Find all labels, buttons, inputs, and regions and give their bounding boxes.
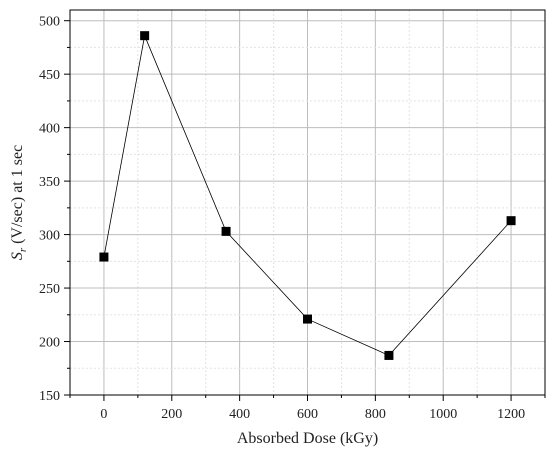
series-line: [103, 34, 512, 356]
x-tick-label: 1200: [497, 407, 525, 422]
x-tick-label: 200: [161, 407, 182, 422]
data-point-marker: [99, 252, 109, 262]
y-tick-label: 400: [39, 122, 60, 137]
data-point-marker: [140, 31, 150, 41]
x-tick-label: 600: [297, 407, 318, 422]
data-point-marker: [384, 350, 394, 360]
data-point-marker: [221, 226, 231, 236]
tick-labels: 0 200 400 600 800 1000 1200 150 200 250 300 350 400 4…: [39, 15, 525, 422]
data-point-marker: [303, 314, 312, 324]
y-tick-label: 500: [39, 15, 60, 30]
y-tick-label: 350: [39, 175, 60, 190]
series-layer: [99, 31, 516, 360]
y-tick-label: 150: [39, 389, 60, 404]
y-tick-label: 250: [39, 282, 60, 297]
x-tick-label: 800: [365, 407, 386, 422]
axis-ticks: [64, 20, 546, 401]
y-axis-label-rest: (V/sec) at 1 sec: [9, 145, 26, 248]
x-axis-label: Absorbed Dose (kGy): [237, 430, 378, 447]
y-tick-label: 300: [39, 229, 60, 244]
y-tick-label: 200: [39, 336, 60, 351]
y-axis-label-symbol: S: [9, 252, 26, 260]
y-tick-label: 450: [39, 68, 60, 83]
x-tick-label: 400: [229, 407, 250, 422]
y-axis-label-subscript: r: [17, 247, 29, 252]
x-tick-label: 1000: [429, 407, 457, 422]
y-axis-label: Sr (V/sec) at 1 sec: [9, 145, 29, 260]
grid-lines: [69, 10, 546, 396]
data-point-marker: [506, 216, 516, 226]
x-tick-label: 0: [100, 407, 107, 422]
